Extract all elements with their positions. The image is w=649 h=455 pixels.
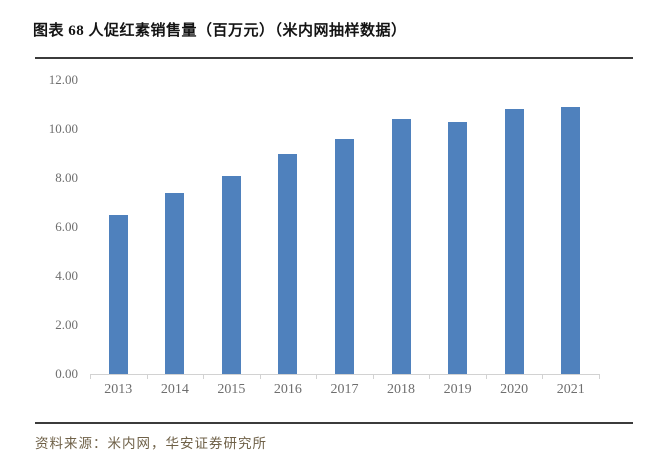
x-tick-label: 2018 xyxy=(387,382,416,397)
bar-2021 xyxy=(561,106,581,374)
x-tick-label: 2016 xyxy=(273,382,302,397)
x-axis-line xyxy=(90,374,599,375)
x-axis-tick xyxy=(485,374,487,379)
x-axis-tick xyxy=(146,374,148,379)
bar-2020 xyxy=(504,109,524,374)
x-tick-label: 2021 xyxy=(556,382,585,397)
x-tick-label: 2013 xyxy=(104,382,133,397)
x-axis-tick xyxy=(429,374,431,379)
y-tick-label: 0.00 xyxy=(55,366,78,381)
bar-2013 xyxy=(108,214,128,374)
source-divider xyxy=(35,422,633,424)
x-axis-tick xyxy=(542,374,544,379)
bar-2018 xyxy=(391,119,411,374)
bar-2019 xyxy=(448,121,468,374)
y-tick-label: 6.00 xyxy=(55,219,78,234)
bar-2017 xyxy=(335,138,354,374)
bar-2016 xyxy=(278,153,298,374)
y-tick-label: 10.00 xyxy=(48,121,78,136)
bar-2015 xyxy=(221,175,241,374)
x-axis-tick xyxy=(203,374,205,379)
x-tick-label: 2020 xyxy=(500,382,529,397)
x-axis-tick xyxy=(90,374,91,379)
y-tick-label: 2.00 xyxy=(55,317,78,332)
figure-title: 图表 68 人促红素销售量（百万元）（米内网抽样数据） xyxy=(33,23,407,39)
x-tick-label: 2019 xyxy=(443,382,472,397)
y-tick-label: 8.00 xyxy=(55,170,78,185)
x-axis-tick xyxy=(372,374,374,379)
source-note: 资料来源：米内网，华安证券研究所 xyxy=(35,436,267,451)
y-tick-label: 12.00 xyxy=(48,72,78,87)
x-tick-label: 2015 xyxy=(217,382,246,397)
y-tick-label: 4.00 xyxy=(55,268,78,283)
x-tick-label: 2017 xyxy=(330,382,359,397)
x-tick-label: 2014 xyxy=(160,382,189,397)
bar-2014 xyxy=(165,192,185,374)
x-axis-tick xyxy=(599,374,600,379)
x-axis-tick xyxy=(316,374,318,379)
title-divider xyxy=(35,57,633,59)
x-axis-tick xyxy=(259,374,261,379)
